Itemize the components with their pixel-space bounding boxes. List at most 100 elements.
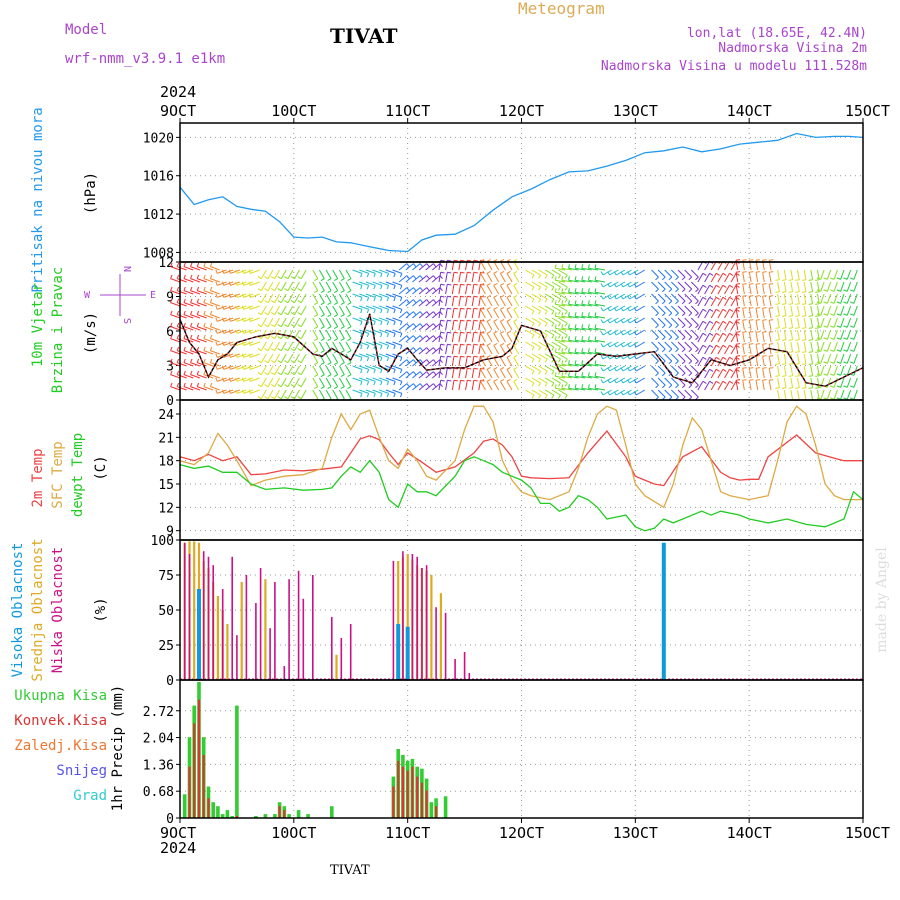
wind-barb-flag xyxy=(399,393,403,398)
wind-barb-flag xyxy=(380,333,383,338)
wind-barb xyxy=(338,389,345,399)
wind-barb xyxy=(602,365,612,372)
wind-barb xyxy=(398,287,408,295)
wind-barb-flag xyxy=(264,360,269,364)
wind-barb-flag xyxy=(413,287,417,292)
wind-barb xyxy=(190,314,201,319)
wind-barb-flag xyxy=(413,323,417,328)
wind-barb xyxy=(853,269,858,280)
wind-barb-flag xyxy=(551,346,555,351)
wind-barb-flag xyxy=(222,377,225,382)
wind-barb xyxy=(230,353,240,358)
wind-barb xyxy=(651,353,659,362)
wind-barb xyxy=(431,383,441,391)
conv-precip-bar xyxy=(188,766,191,818)
wind-barb xyxy=(418,299,428,307)
wind-barb-flag xyxy=(561,312,564,317)
wind-barb xyxy=(853,329,858,340)
wind-barb xyxy=(742,344,745,355)
total-precip-bar xyxy=(235,705,239,818)
wind-barb xyxy=(177,278,187,283)
wind-barb-flag xyxy=(393,393,396,398)
wind-barb xyxy=(531,377,541,384)
wind-barb-flag xyxy=(633,307,637,312)
wind-barb-flag xyxy=(781,387,787,389)
high-cloud-ylabel: Visoka Oblacnost xyxy=(10,543,26,678)
wind-barb xyxy=(493,285,500,295)
wind-barb-flag xyxy=(830,313,835,316)
wind-barb xyxy=(412,275,421,283)
wind-barb-flag xyxy=(506,354,511,358)
wind-barb-flag xyxy=(661,288,666,293)
wind-barb-flag xyxy=(655,276,659,281)
wind-barb xyxy=(710,273,717,283)
wind-barb xyxy=(478,284,481,295)
wind-barb-flag xyxy=(557,394,561,399)
wind-barb xyxy=(431,371,441,379)
low-cloud-ylabel: Niska Oblacnost xyxy=(50,547,66,673)
wind-barb xyxy=(480,357,486,367)
wind-barb xyxy=(748,356,752,367)
wind-barb-flag xyxy=(668,384,673,389)
wind-barb xyxy=(730,369,737,379)
y-tick-label: 12 xyxy=(158,501,174,516)
wind-barb-flag xyxy=(568,384,570,389)
wind-barb xyxy=(230,305,240,310)
wind-barb xyxy=(730,333,737,343)
wind-barb-flag xyxy=(600,367,604,372)
wind-barb xyxy=(312,305,319,315)
conv-precip-bar xyxy=(397,760,400,818)
wind-barb xyxy=(458,332,462,343)
wind-barb-flag xyxy=(419,299,423,304)
wind-barb-flag xyxy=(215,329,218,334)
wind-barb-flag xyxy=(775,363,780,365)
wind-barb-flag xyxy=(688,324,693,329)
wind-barb-flag xyxy=(836,373,841,376)
wind-barb-flag xyxy=(574,348,577,353)
mid-cloud-bar xyxy=(226,624,229,680)
total-precip-bar xyxy=(182,794,187,818)
elevation-label: Nadmorska Visina 2m xyxy=(718,41,867,56)
wind-barb xyxy=(260,377,267,387)
wind-barb xyxy=(465,380,468,391)
wind-barb xyxy=(438,296,442,307)
wind-barb-flag xyxy=(735,307,741,309)
wind-barb xyxy=(820,293,825,304)
wind-barb xyxy=(294,293,300,303)
wind-barb-flag xyxy=(290,276,295,280)
wind-barb xyxy=(803,353,807,364)
wind-barb xyxy=(294,317,300,327)
wind-barb xyxy=(704,333,711,343)
wind-barb-flag xyxy=(209,298,213,303)
wind-barb-flag xyxy=(347,314,352,318)
wind-barb xyxy=(697,333,704,343)
wind-barb xyxy=(312,377,319,387)
wind-barb-flag xyxy=(709,368,714,372)
wind-barb xyxy=(405,323,414,331)
wind-barb xyxy=(790,281,794,292)
wind-barb-flag xyxy=(850,397,855,400)
wind-barb-flag xyxy=(170,370,173,375)
wind-barb xyxy=(664,353,673,362)
wind-barb xyxy=(748,284,752,295)
wind-barb-flag xyxy=(702,356,707,360)
wind-barb xyxy=(183,314,194,319)
wind-barb xyxy=(810,389,814,400)
wind-barb xyxy=(338,305,345,315)
wind-barb xyxy=(762,296,765,307)
wind-barb xyxy=(581,291,592,295)
wind-barb xyxy=(332,341,339,351)
wind-barb-flag xyxy=(762,367,767,369)
wind-barb-flag xyxy=(695,312,699,317)
wind-barb xyxy=(216,293,227,298)
wind-barb-flag xyxy=(360,393,363,398)
wind-barb xyxy=(735,356,739,367)
wind-barb-flag xyxy=(270,360,275,364)
wind-barb-flag xyxy=(419,287,423,292)
wind-barb-flag xyxy=(486,330,491,334)
wind-barb xyxy=(398,335,408,343)
wind-barb-flag xyxy=(755,379,760,381)
wind-barb-flag xyxy=(551,322,555,327)
wind-barb xyxy=(250,305,260,310)
wind-barb xyxy=(345,377,352,387)
